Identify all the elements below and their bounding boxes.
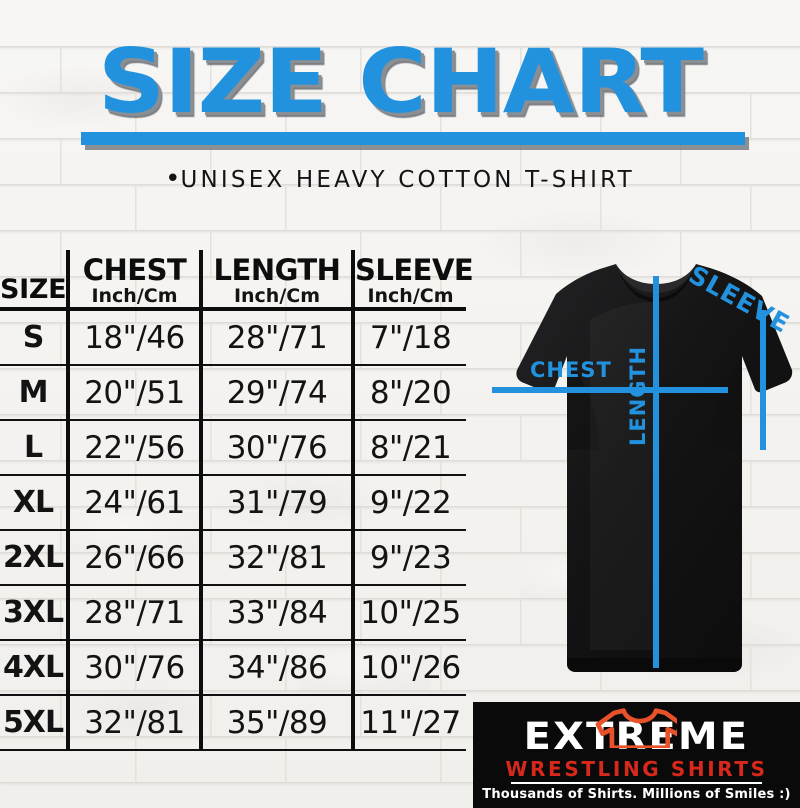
- table-row: 2XL 26"/66 32"/81 9"/23: [0, 530, 466, 586]
- cell-sleeve: 10"/25: [353, 585, 466, 641]
- table-row: 4XL 30"/76 34"/86 10"/26: [0, 640, 466, 696]
- size-chart-table: SIZE CHEST Inch/Cm LENGTH Inch/Cm SLEEVE…: [0, 250, 474, 751]
- cell-length: 31"/79: [201, 475, 355, 531]
- length-label: LENGTH: [626, 345, 650, 446]
- page-title-wrap: SIZE CHART: [0, 34, 800, 130]
- cell-size: XL: [0, 475, 70, 531]
- table-row: XL 24"/61 31"/79 9"/22: [0, 475, 466, 531]
- cell-sleeve: 10"/26: [353, 640, 466, 696]
- size-chart-table-wrap: SIZE CHEST Inch/Cm LENGTH Inch/Cm SLEEVE…: [0, 250, 474, 751]
- cell-chest: 22"/56: [68, 420, 203, 476]
- table-row: 5XL 32"/81 35"/89 11"/27: [0, 695, 466, 751]
- cell-chest: 20"/51: [68, 365, 203, 421]
- brand-logo-wordmark: EXTREME: [523, 715, 750, 758]
- cell-chest: 24"/61: [68, 475, 203, 531]
- cell-size: M: [0, 365, 70, 421]
- brand-logo-subtitle: WRESTLING SHIRTS: [505, 757, 768, 781]
- page-subtitle: •UNISEX HEAVY COTTON T-SHIRT: [0, 164, 800, 194]
- brand-logo-tagline: Thousands of Shirts. Millions of Smiles …: [482, 787, 791, 802]
- bullet-icon: •: [165, 164, 181, 194]
- cell-size: 3XL: [0, 585, 70, 641]
- cell-size: 4XL: [0, 640, 70, 696]
- logo-divider: [511, 782, 762, 784]
- column-header-chest: CHEST Inch/Cm: [68, 250, 203, 311]
- cell-sleeve: 9"/22: [353, 475, 466, 531]
- tshirt-icon: [492, 264, 793, 672]
- tshirt-diagram: CHEST LENGTH SLEEVE: [470, 250, 800, 680]
- table-header-row: SIZE CHEST Inch/Cm LENGTH Inch/Cm SLEEVE…: [0, 250, 474, 311]
- cell-sleeve: 8"/21: [353, 420, 466, 476]
- table-head: SIZE CHEST Inch/Cm LENGTH Inch/Cm SLEEVE…: [0, 250, 474, 311]
- column-header-sleeve: SLEEVE Inch/Cm: [353, 250, 474, 311]
- table-row: M 20"/51 29"/74 8"/20: [0, 365, 466, 421]
- table-row: 3XL 28"/71 33"/84 10"/25: [0, 585, 466, 641]
- page-title: SIZE CHART: [97, 30, 703, 133]
- cell-size: S: [0, 309, 70, 366]
- column-header-length: LENGTH Inch/Cm: [201, 250, 355, 311]
- cell-chest: 32"/81: [68, 695, 203, 751]
- chest-label: CHEST: [530, 358, 612, 382]
- column-header-size: SIZE: [0, 250, 70, 311]
- cell-sleeve: 8"/20: [353, 365, 466, 421]
- cell-length: 33"/84: [201, 585, 355, 641]
- brand-logo-wordmark-wrap: EXTREME: [473, 718, 800, 755]
- cell-sleeve: 7"/18: [353, 309, 466, 366]
- cell-size: 2XL: [0, 530, 70, 586]
- cell-sleeve: 9"/23: [353, 530, 466, 586]
- cell-chest: 28"/71: [68, 585, 203, 641]
- cell-size: L: [0, 420, 70, 476]
- cell-length: 29"/74: [201, 365, 355, 421]
- subtitle-text: UNISEX HEAVY COTTON T-SHIRT: [180, 167, 635, 193]
- cell-length: 32"/81: [201, 530, 355, 586]
- table-body: S 18"/46 28"/71 7"/18 M 20"/51 29"/74 8"…: [0, 309, 466, 751]
- cell-length: 35"/89: [201, 695, 355, 751]
- cell-length: 30"/76: [201, 420, 355, 476]
- cell-chest: 30"/76: [68, 640, 203, 696]
- table-row: L 22"/56 30"/76 8"/21: [0, 420, 466, 476]
- cell-size: 5XL: [0, 695, 70, 751]
- title-underline-bar: [81, 132, 745, 145]
- cell-length: 34"/86: [201, 640, 355, 696]
- cell-length: 28"/71: [201, 309, 355, 366]
- cell-sleeve: 11"/27: [353, 695, 466, 751]
- table-row: S 18"/46 28"/71 7"/18: [0, 309, 466, 366]
- cell-chest: 26"/66: [68, 530, 203, 586]
- cell-chest: 18"/46: [68, 309, 203, 366]
- brand-logo: EXTREME WRESTLING SHIRTS Thousands of Sh…: [473, 702, 800, 808]
